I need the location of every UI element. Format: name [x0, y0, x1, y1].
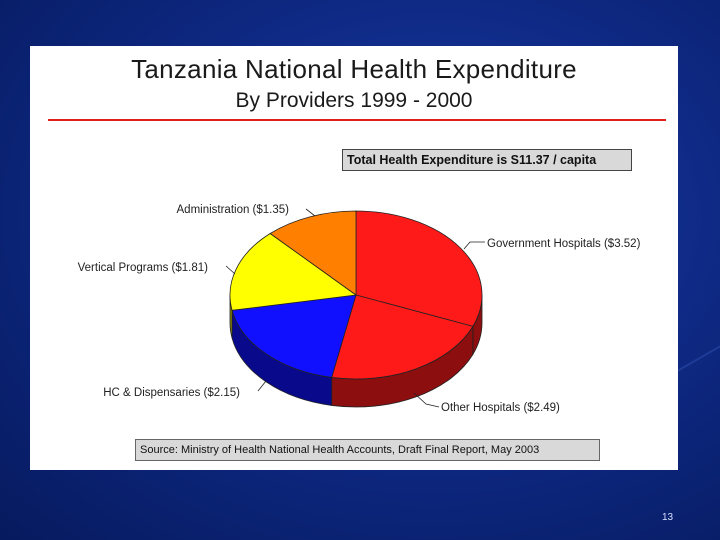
pie-slice-other-hospitals	[331, 294, 474, 380]
page-number: 13	[662, 512, 674, 523]
source-note: Source: Ministry of Health National Heal…	[135, 439, 600, 461]
chart-title: Tanzania National Health Expenditure	[131, 54, 577, 84]
pie-slice-vertical-programs	[229, 233, 358, 311]
slice-label-government-hospitals: Government Hospitals ($3.52)	[487, 238, 641, 250]
chart-subtitle: By Providers 1999 - 2000	[235, 89, 473, 112]
slice-label-hc-dispensaries: HC & Dispensaries ($2.15)	[103, 387, 240, 399]
pie-chart: Government Hospitals ($3.52) Other Hospit…	[78, 204, 641, 414]
pie-slice-administration	[269, 210, 357, 296]
pie-slice-hc-dispensaries	[231, 294, 357, 378]
slice-label-vertical-programs: Vertical Programs ($1.81)	[78, 262, 209, 274]
slice-label-administration: Administration ($1.35)	[177, 204, 290, 216]
leader-line	[225, 265, 236, 275]
leader-line	[463, 241, 485, 250]
leader-line	[413, 392, 440, 408]
slice-label-other-hospitals: Other Hospitals ($2.49)	[441, 402, 560, 414]
pie-slice-government-hospitals	[355, 210, 483, 327]
leader-line	[305, 208, 316, 217]
title-divider	[48, 119, 666, 121]
chart-panel: Tanzania National Health Expenditure By …	[30, 46, 678, 470]
total-expenditure-note: Total Health Expenditure is S11.37 / cap…	[342, 149, 632, 171]
leader-line	[257, 380, 267, 392]
